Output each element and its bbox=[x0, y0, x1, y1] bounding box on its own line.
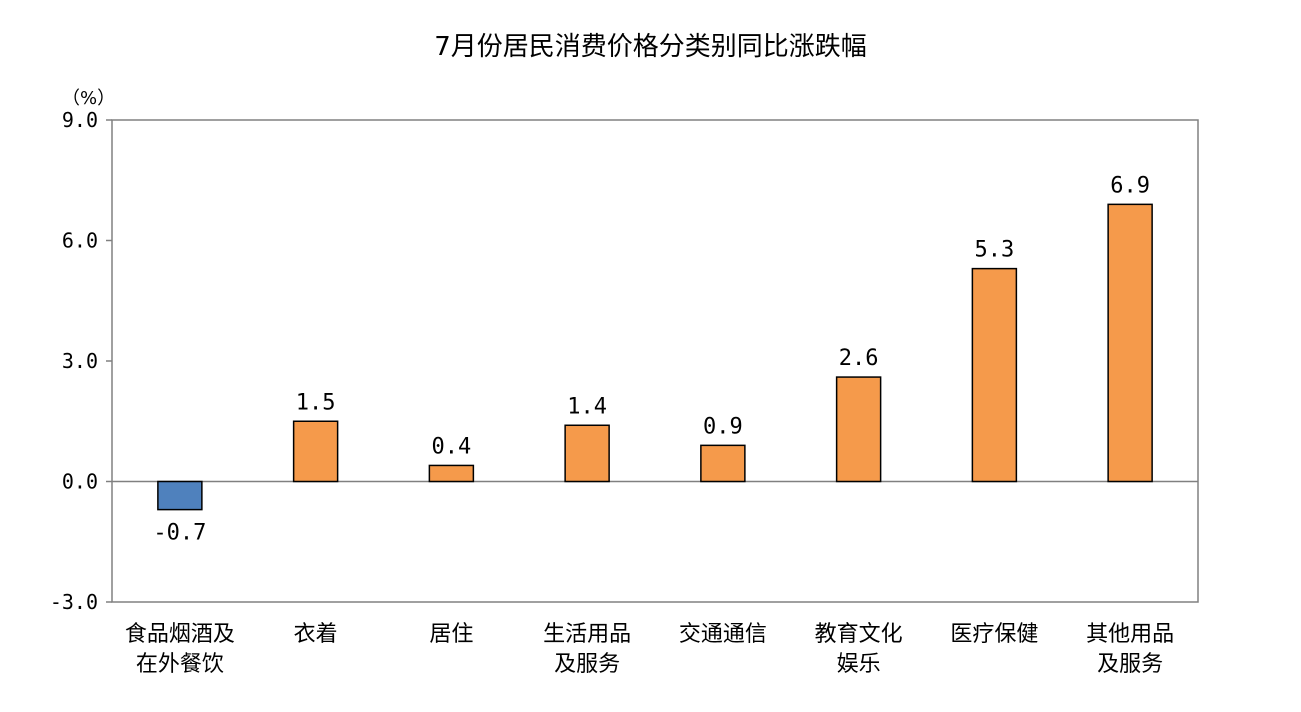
chart-title: 7月份居民消费价格分类别同比涨跌幅 bbox=[434, 32, 867, 62]
x-category-label: 在外餐饮 bbox=[136, 652, 224, 677]
bar bbox=[835, 376, 882, 483]
y-tick-label: 6.0 bbox=[62, 229, 98, 253]
x-category-label: 医疗保健 bbox=[950, 622, 1038, 647]
y-tick-label: 3.0 bbox=[62, 349, 98, 373]
bar bbox=[971, 267, 1018, 483]
bar bbox=[564, 424, 610, 483]
bar bbox=[1107, 203, 1153, 483]
data-label: 0.4 bbox=[432, 434, 472, 459]
x-category-label: 及服务 bbox=[1097, 652, 1163, 677]
bar bbox=[157, 480, 203, 511]
data-label: 1.5 bbox=[296, 390, 336, 415]
data-label: -0.7 bbox=[153, 521, 206, 546]
x-category-label: 交通通信 bbox=[679, 622, 767, 647]
data-label: 2.6 bbox=[839, 346, 879, 371]
data-label: 0.9 bbox=[703, 414, 743, 439]
data-label: 5.3 bbox=[975, 238, 1015, 263]
x-category-label: 及服务 bbox=[554, 652, 620, 677]
x-category-label: 食品烟酒及 bbox=[125, 622, 235, 647]
y-tick-label: 9.0 bbox=[62, 108, 98, 132]
bar bbox=[700, 444, 746, 483]
y-tick-label: -3.0 bbox=[50, 590, 98, 614]
y-tick-label: 0.0 bbox=[62, 470, 98, 494]
plot-area-frame bbox=[111, 119, 1199, 603]
bar bbox=[428, 464, 475, 483]
x-category-label: 衣着 bbox=[294, 622, 338, 647]
x-category-label: 居住 bbox=[429, 622, 473, 647]
x-category-label: 娱乐 bbox=[837, 652, 881, 677]
bar bbox=[292, 420, 339, 483]
y-axis-unit-label: （%） bbox=[62, 88, 116, 109]
data-label: 1.4 bbox=[567, 394, 607, 419]
x-category-label: 教育文化 bbox=[815, 622, 903, 647]
data-label: 6.9 bbox=[1110, 173, 1150, 198]
x-category-label: 生活用品 bbox=[543, 622, 631, 647]
x-category-label: 其他用品 bbox=[1086, 622, 1174, 647]
